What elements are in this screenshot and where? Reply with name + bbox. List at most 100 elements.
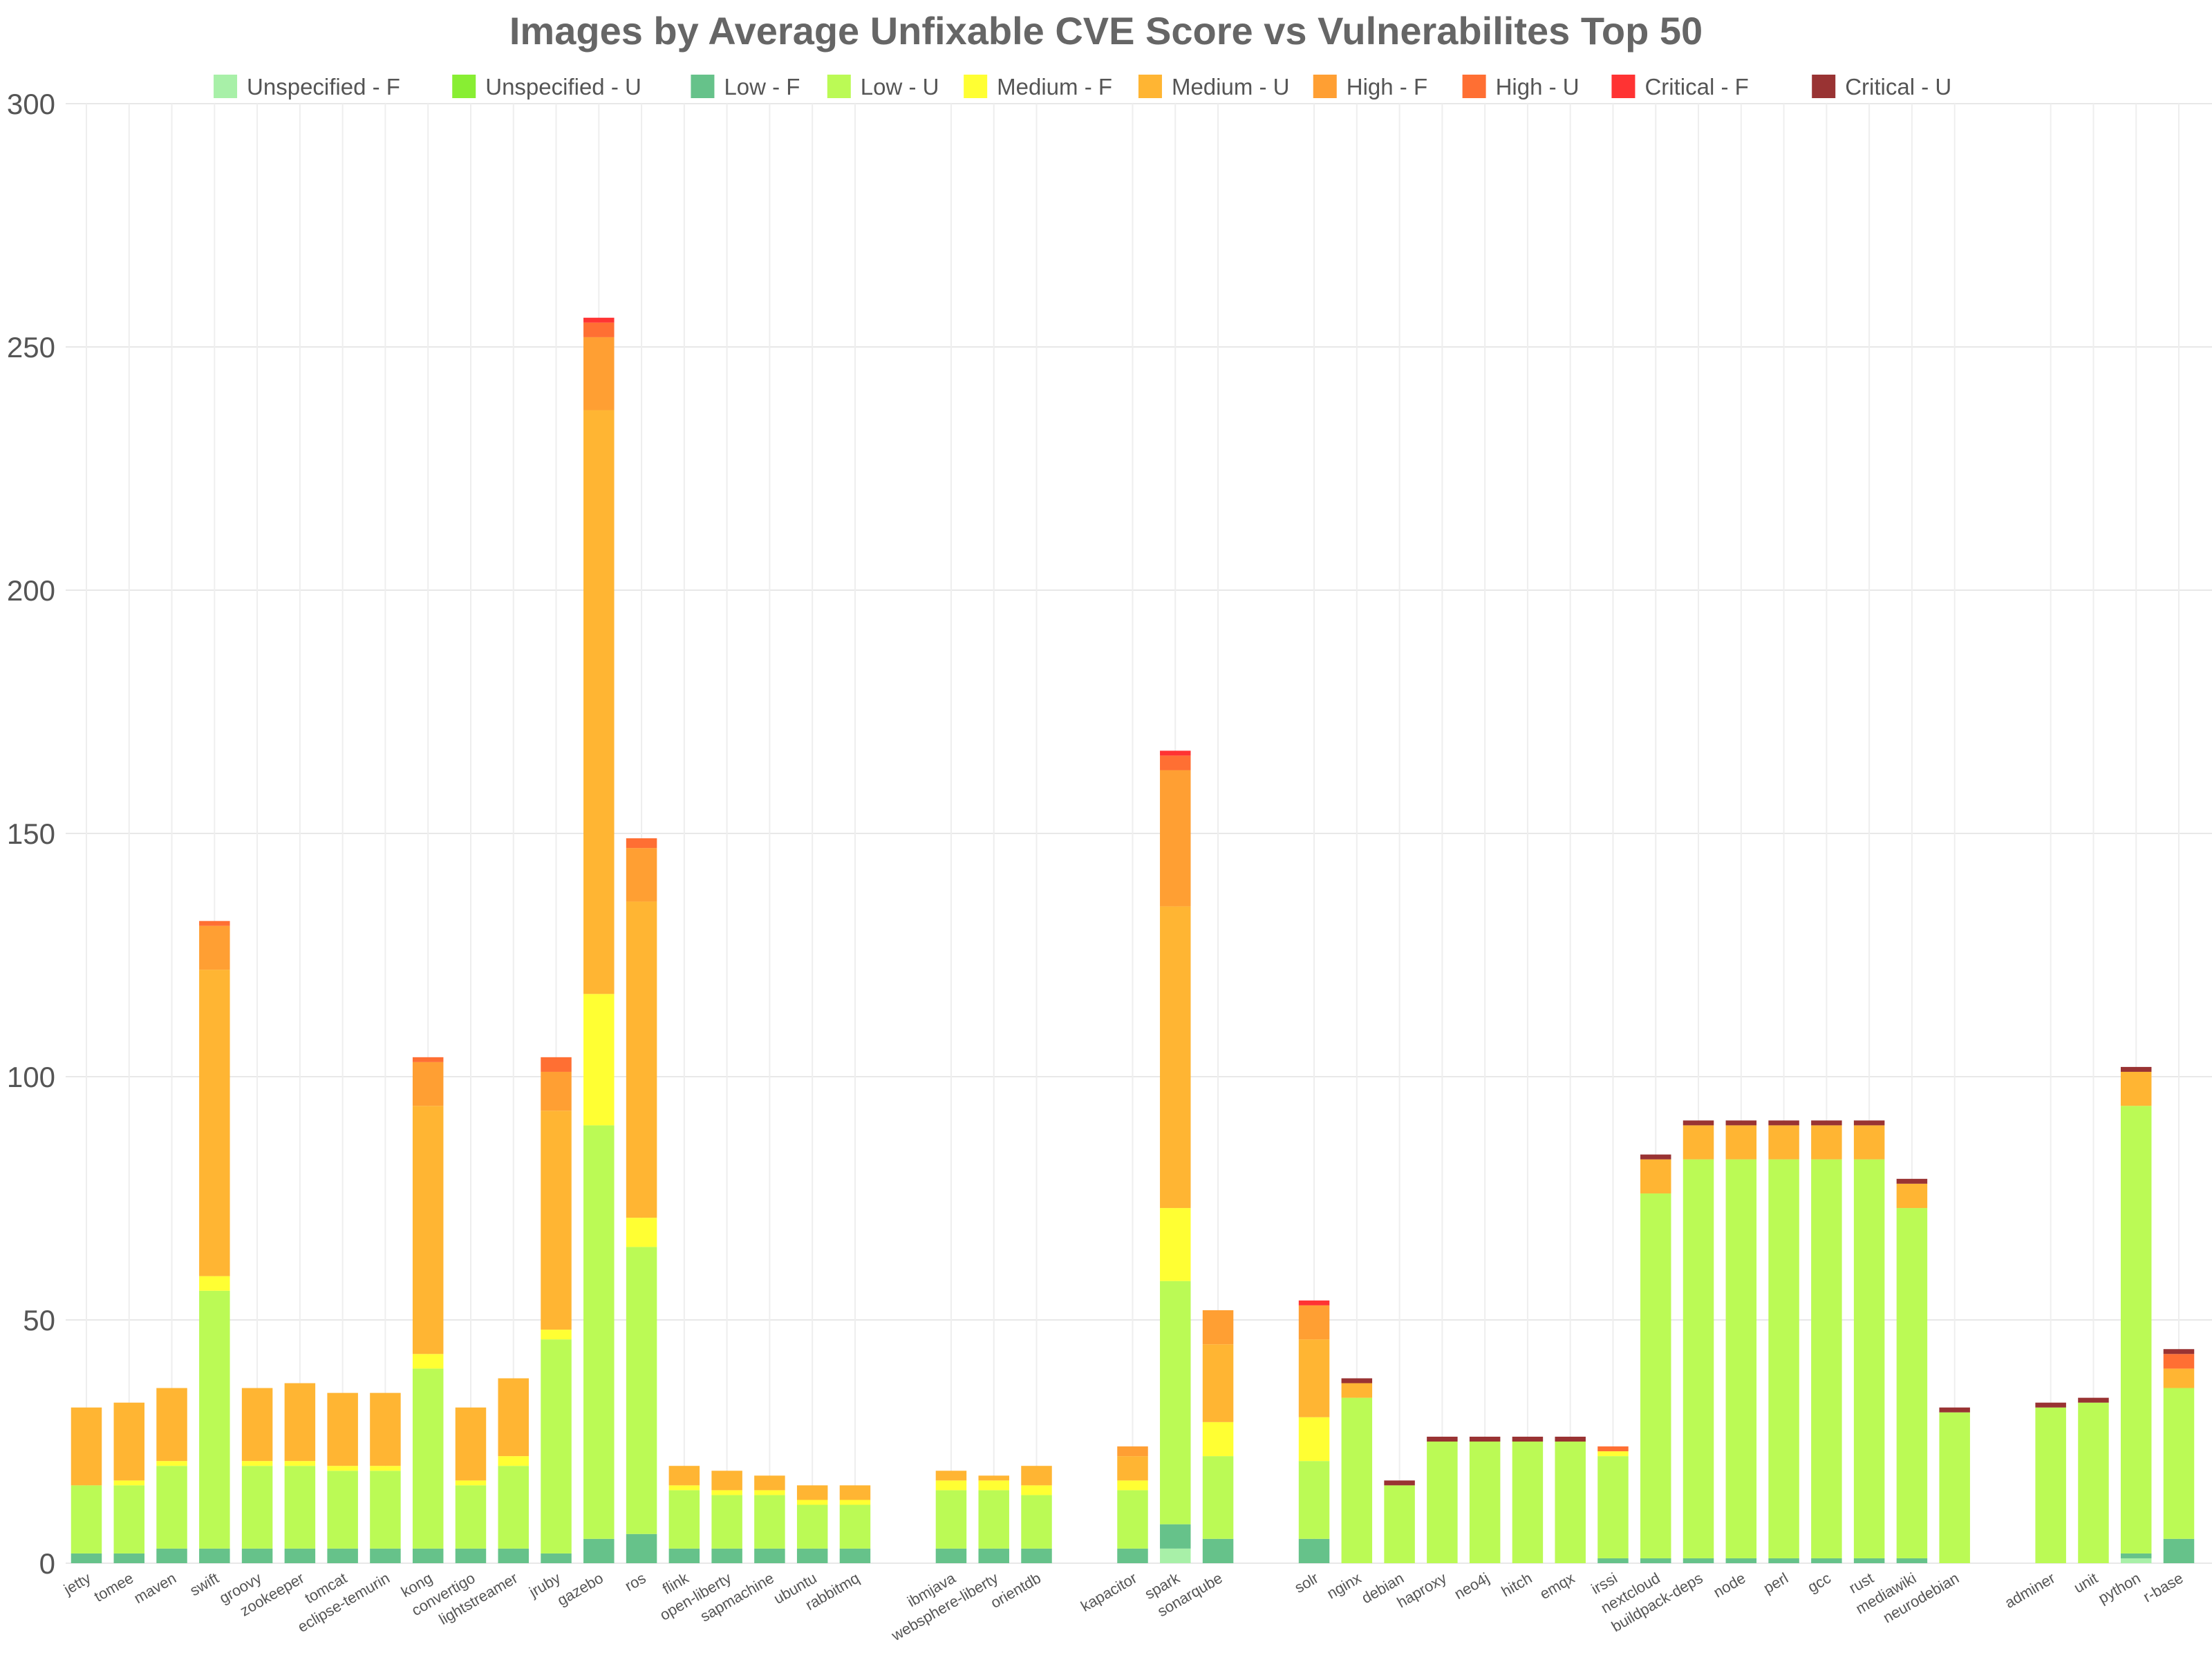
bar-segment[interactable]	[413, 1549, 443, 1563]
bar-segment[interactable]	[1683, 1558, 1714, 1563]
bar-segment[interactable]	[1939, 1413, 1969, 1563]
bar-segment[interactable]	[498, 1466, 529, 1549]
bar-segment[interactable]	[156, 1461, 187, 1466]
legend-item[interactable]: High - F	[1313, 74, 1427, 100]
bar-segment[interactable]	[242, 1549, 272, 1563]
bar-segment[interactable]	[71, 1408, 102, 1486]
bar-segment[interactable]	[797, 1500, 827, 1504]
bar-segment[interactable]	[626, 1247, 657, 1533]
bar-segment[interactable]	[456, 1485, 486, 1549]
bar-segment[interactable]	[456, 1408, 486, 1481]
bar-segment[interactable]	[754, 1549, 785, 1563]
bar-segment[interactable]	[1768, 1125, 1799, 1159]
bar-segment[interactable]	[1555, 1437, 1585, 1442]
bar-segment[interactable]	[797, 1485, 827, 1500]
bar-segment[interactable]	[1160, 1549, 1190, 1563]
bar-segment[interactable]	[978, 1480, 1009, 1490]
bar-segment[interactable]	[1342, 1398, 1372, 1563]
bar-segment[interactable]	[840, 1485, 870, 1500]
bar-segment[interactable]	[1768, 1160, 1799, 1558]
bar-segment[interactable]	[1299, 1417, 1329, 1461]
bar-segment[interactable]	[936, 1490, 966, 1548]
bar-segment[interactable]	[541, 1554, 571, 1563]
bar-segment[interactable]	[1640, 1160, 1671, 1193]
bar-segment[interactable]	[1640, 1193, 1671, 1558]
bar-segment[interactable]	[1512, 1437, 1543, 1442]
bar-segment[interactable]	[498, 1378, 529, 1456]
bar-segment[interactable]	[1160, 770, 1190, 906]
bar-segment[interactable]	[626, 838, 657, 848]
legend-item[interactable]: High - U	[1463, 74, 1580, 100]
bar-segment[interactable]	[413, 1368, 443, 1548]
bar-segment[interactable]	[669, 1466, 700, 1485]
bar-segment[interactable]	[1342, 1378, 1372, 1383]
bar-segment[interactable]	[1854, 1125, 1884, 1159]
bar-segment[interactable]	[156, 1388, 187, 1462]
bar-segment[interactable]	[1597, 1446, 1628, 1451]
bar-segment[interactable]	[2035, 1403, 2065, 1408]
bar-segment[interactable]	[1768, 1120, 1799, 1125]
bar-segment[interactable]	[2164, 1349, 2194, 1354]
bar-segment[interactable]	[1384, 1480, 1414, 1485]
bar-segment[interactable]	[114, 1480, 144, 1485]
bar-segment[interactable]	[1117, 1446, 1147, 1456]
bar-segment[interactable]	[2078, 1398, 2108, 1403]
bar-segment[interactable]	[797, 1505, 827, 1549]
bar-segment[interactable]	[936, 1549, 966, 1563]
bar-segment[interactable]	[583, 1125, 614, 1538]
bar-segment[interactable]	[1160, 907, 1190, 1208]
bar-segment[interactable]	[1683, 1120, 1714, 1125]
bar-segment[interactable]	[1726, 1125, 1756, 1159]
bar-segment[interactable]	[583, 323, 614, 337]
bar-segment[interactable]	[1726, 1120, 1756, 1125]
bar-segment[interactable]	[1726, 1558, 1756, 1563]
bar-segment[interactable]	[370, 1393, 400, 1466]
bar-segment[interactable]	[1512, 1442, 1543, 1563]
bar-segment[interactable]	[2164, 1388, 2194, 1539]
bar-segment[interactable]	[370, 1471, 400, 1549]
bar-segment[interactable]	[626, 1534, 657, 1563]
bar-segment[interactable]	[1342, 1384, 1372, 1398]
bar-segment[interactable]	[1160, 755, 1190, 770]
bar-segment[interactable]	[413, 1354, 443, 1368]
bar-segment[interactable]	[711, 1471, 742, 1490]
bar-segment[interactable]	[1897, 1179, 1927, 1184]
bar-segment[interactable]	[285, 1466, 315, 1549]
bar-segment[interactable]	[1640, 1558, 1671, 1563]
bar-segment[interactable]	[1299, 1305, 1329, 1339]
bar-segment[interactable]	[327, 1393, 357, 1466]
bar-segment[interactable]	[327, 1466, 357, 1471]
legend-item[interactable]: Medium - F	[964, 74, 1112, 100]
bar-segment[interactable]	[1597, 1558, 1628, 1563]
bar-segment[interactable]	[199, 926, 229, 970]
bar-segment[interactable]	[1160, 750, 1190, 755]
bar-segment[interactable]	[1683, 1160, 1714, 1558]
bar-segment[interactable]	[1897, 1558, 1927, 1563]
bar-segment[interactable]	[669, 1549, 700, 1563]
bar-segment[interactable]	[1203, 1422, 1233, 1456]
legend-item[interactable]: Medium - U	[1138, 74, 1290, 100]
bar-segment[interactable]	[2121, 1554, 2151, 1558]
bar-segment[interactable]	[1470, 1437, 1500, 1442]
bar-segment[interactable]	[541, 1072, 571, 1111]
bar-segment[interactable]	[2164, 1539, 2194, 1563]
bar-segment[interactable]	[1117, 1549, 1147, 1563]
bar-segment[interactable]	[456, 1480, 486, 1485]
bar-segment[interactable]	[2078, 1403, 2108, 1563]
bar-segment[interactable]	[242, 1466, 272, 1549]
bar-segment[interactable]	[1683, 1125, 1714, 1159]
bar-segment[interactable]	[370, 1466, 400, 1471]
bar-segment[interactable]	[156, 1466, 187, 1549]
bar-segment[interactable]	[1021, 1466, 1051, 1485]
bar-segment[interactable]	[541, 1339, 571, 1554]
bar-segment[interactable]	[1811, 1125, 1841, 1159]
bar-segment[interactable]	[1597, 1451, 1628, 1456]
bar-segment[interactable]	[711, 1495, 742, 1548]
legend-item[interactable]: Critical - F	[1611, 74, 1748, 100]
bar-segment[interactable]	[936, 1471, 966, 1480]
bar-segment[interactable]	[71, 1485, 102, 1554]
bar-segment[interactable]	[2164, 1354, 2194, 1368]
bar-segment[interactable]	[1160, 1281, 1190, 1524]
legend-item[interactable]: Low - F	[691, 74, 800, 100]
bar-segment[interactable]	[978, 1549, 1009, 1563]
